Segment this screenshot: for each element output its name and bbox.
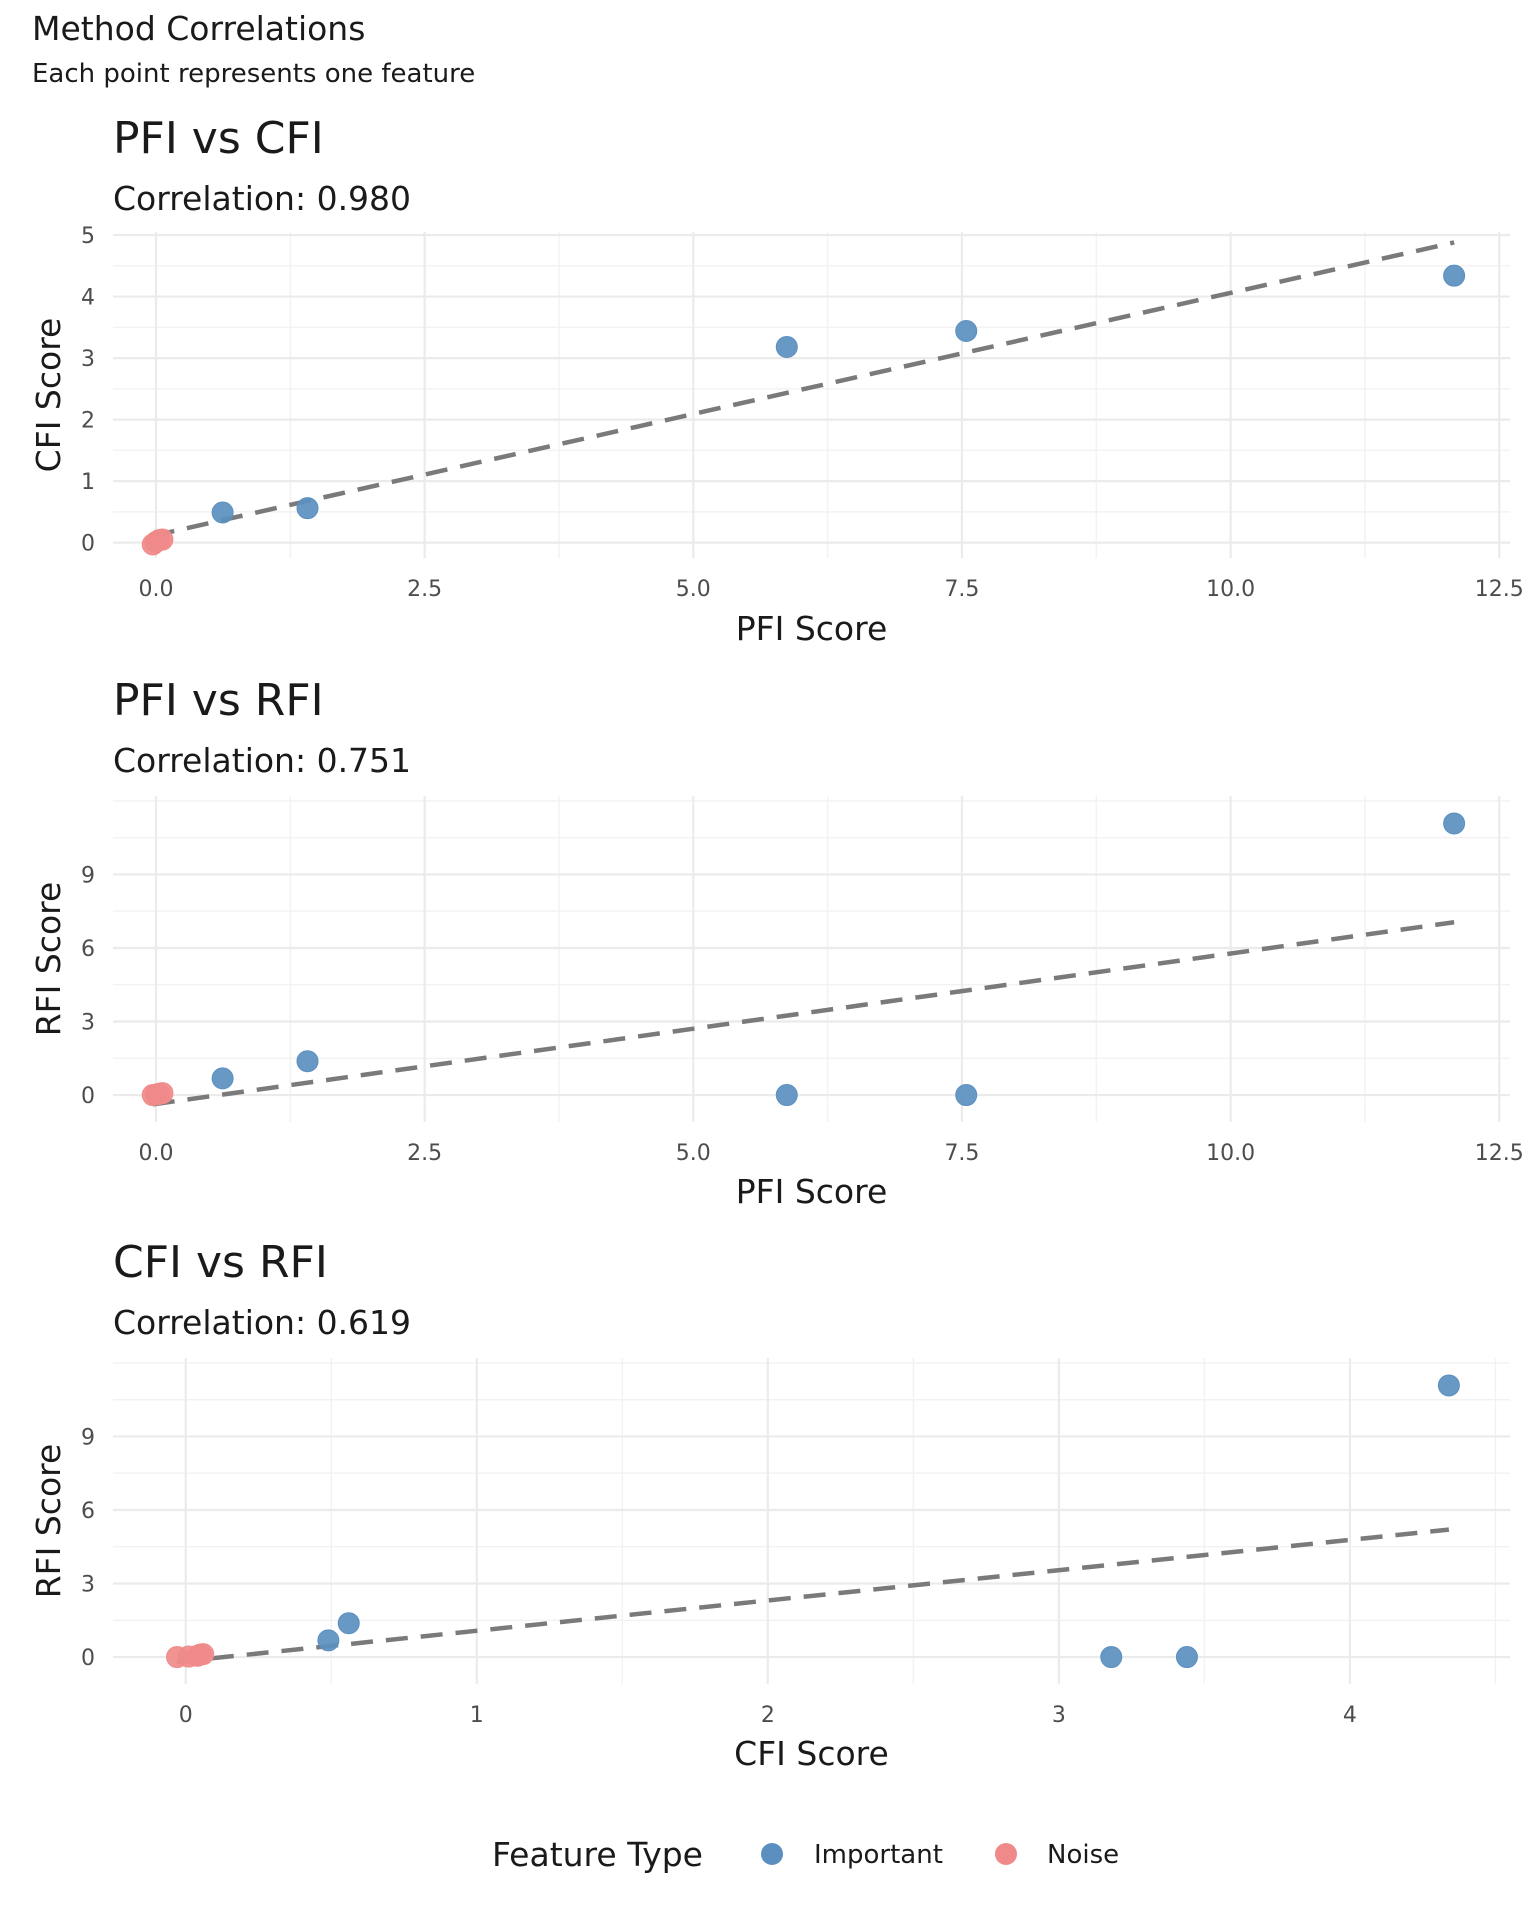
x-tick-label: 10.0	[1206, 1141, 1255, 1166]
legend-label-important: Important	[814, 1840, 943, 1870]
data-point-important	[337, 1612, 360, 1635]
data-point-important	[1175, 1646, 1198, 1669]
x-tick-label: 4	[1343, 1703, 1357, 1728]
data-point-noise	[151, 528, 174, 551]
x-tick-label: 5.0	[676, 577, 711, 602]
y-tick-label: 9	[81, 863, 95, 888]
y-tick-label: 9	[81, 1425, 95, 1450]
panel-title: CFI vs RFI	[113, 1237, 328, 1288]
panel-title: PFI vs RFI	[113, 675, 324, 726]
x-tick-label: 2.5	[407, 577, 442, 602]
y-tick-label: 3	[81, 1011, 95, 1036]
y-axis-title: RFI Score	[29, 882, 68, 1037]
x-tick-label: 1	[470, 1703, 484, 1728]
legend: Feature Type Important Noise	[492, 1835, 1119, 1874]
scatter-panel: PFI vs RFI Correlation: 0.751 0.0 2.5 5.0 7.5…	[29, 675, 1524, 1211]
y-tick-label: 0	[81, 532, 95, 557]
x-tick-label: 2.5	[407, 1141, 442, 1166]
x-tick-label: 0.0	[138, 577, 173, 602]
data-point-important	[955, 320, 978, 343]
figure-title: Method Correlations	[32, 9, 365, 48]
data-point-important	[1100, 1646, 1123, 1669]
panel-correlation: Correlation: 0.751	[113, 741, 411, 780]
data-point-noise	[192, 1643, 215, 1666]
data-point-important	[211, 501, 234, 524]
y-tick-label: 6	[81, 1499, 95, 1524]
figure-subtitle: Each point represents one feature	[32, 59, 475, 89]
chart-panels: PFI vs CFI Correlation: 0.980 0.0 2.5 5.0 7.5…	[29, 113, 1524, 1773]
x-tick-label: 5.0	[676, 1141, 711, 1166]
legend-marker-important	[761, 1843, 783, 1865]
x-axis-title: PFI Score	[736, 1172, 888, 1211]
x-tick-label: 3	[1052, 1703, 1066, 1728]
scatter-panel: CFI vs RFI Correlation: 0.619 0 1 2 3 4 0 3 6 9 CFI…	[29, 1237, 1510, 1773]
y-tick-label: 6	[81, 937, 95, 962]
y-tick-label: 2	[81, 409, 95, 434]
trend-line	[152, 240, 1455, 539]
x-tick-label: 7.5	[944, 577, 979, 602]
x-tick-label: 0	[179, 1703, 193, 1728]
data-point-important	[955, 1084, 978, 1107]
y-tick-label: 0	[81, 1084, 95, 1109]
data-point-important	[775, 336, 798, 359]
y-axis-title: RFI Score	[29, 1444, 68, 1599]
data-point-noise	[151, 1082, 174, 1105]
data-point-important	[296, 1050, 319, 1073]
data-point-important	[1437, 1374, 1460, 1397]
x-axis-title: PFI Score	[736, 609, 888, 648]
x-tick-label: 12.5	[1475, 1141, 1524, 1166]
x-tick-label: 10.0	[1206, 577, 1255, 602]
panel-correlation: Correlation: 0.619	[113, 1303, 411, 1342]
y-tick-label: 3	[81, 347, 95, 372]
x-tick-label: 0.0	[138, 1141, 173, 1166]
data-point-important	[1443, 264, 1466, 287]
panel-title: PFI vs CFI	[113, 113, 324, 164]
trend-line	[176, 1527, 1450, 1665]
data-point-important	[775, 1084, 798, 1107]
data-point-important	[211, 1067, 234, 1090]
scatter-panel: PFI vs CFI Correlation: 0.980 0.0 2.5 5.0 7.5…	[29, 113, 1524, 648]
legend-marker-noise	[995, 1843, 1017, 1865]
legend-title: Feature Type	[492, 1835, 703, 1874]
data-point-important	[296, 497, 319, 520]
y-tick-label: 1	[81, 470, 95, 495]
y-tick-label: 0	[81, 1646, 95, 1671]
x-tick-label: 7.5	[944, 1141, 979, 1166]
data-point-important	[317, 1629, 340, 1652]
x-tick-label: 2	[761, 1703, 775, 1728]
y-axis-title: CFI Score	[29, 318, 68, 473]
y-tick-label: 4	[81, 286, 95, 311]
x-tick-label: 12.5	[1475, 577, 1524, 602]
data-point-important	[1443, 812, 1466, 835]
legend-label-noise: Noise	[1047, 1840, 1119, 1870]
y-tick-label: 5	[81, 224, 95, 249]
y-tick-label: 3	[81, 1573, 95, 1598]
x-axis-title: CFI Score	[734, 1734, 889, 1773]
trend-line	[152, 920, 1455, 1107]
panel-correlation: Correlation: 0.980	[113, 179, 411, 218]
